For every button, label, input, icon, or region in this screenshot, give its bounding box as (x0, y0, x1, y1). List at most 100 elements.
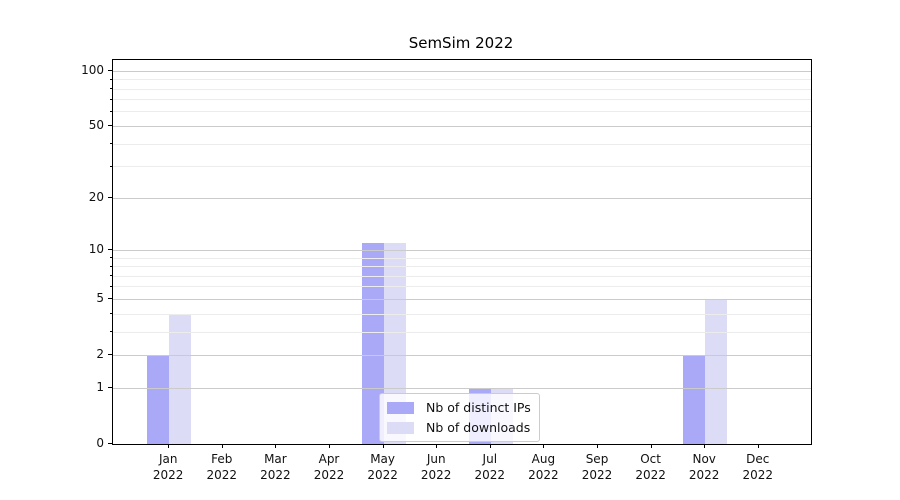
x-axis-tick-mark (757, 444, 759, 448)
grid-line-major (113, 70, 811, 72)
y-axis-tick-label: 0 (96, 436, 104, 450)
y-axis-minor-tick-mark (110, 78, 112, 80)
x-axis-tick-label-line: Dec (746, 452, 770, 466)
x-axis-tick-label-line: May (370, 452, 395, 466)
y-axis-minor-tick-mark (110, 143, 112, 144)
x-axis-tick-label-line: 2022 (206, 468, 238, 482)
x-axis-tick-label-line: 2022 (152, 468, 184, 482)
x-axis-tick-label-line: Jan (158, 452, 178, 466)
x-axis-tick-label-line: 2022 (367, 468, 398, 482)
y-axis-tick-label: 10 (88, 242, 104, 257)
grid-line-minor (113, 313, 811, 315)
grid-line-major (113, 125, 811, 127)
grid-line-minor (113, 266, 811, 268)
y-axis-minor-tick-mark (110, 165, 112, 167)
y-axis-minor-tick-mark (110, 265, 112, 267)
x-axis-tick-label-line: Nov (692, 452, 716, 466)
x-axis-tick-label: Jan 2022 (138, 451, 198, 483)
grid-line-minor (113, 275, 811, 277)
x-axis-tick-label: Jul 2022 (460, 451, 520, 483)
x-axis-tick-label-line: 2022 (528, 468, 559, 482)
y-axis-tick-label: 20 (88, 190, 104, 205)
grid-line-minor (113, 88, 811, 90)
bar-distinct-ips (683, 355, 706, 444)
grid-line-minor (113, 111, 811, 113)
legend-swatch (387, 401, 414, 414)
y-axis-tick-mark (108, 387, 112, 388)
x-axis-tick-label: Aug 2022 (513, 451, 573, 483)
x-axis-tick-mark (275, 444, 277, 448)
legend-item: Nb of distinct IPs (387, 400, 531, 415)
chart-title: SemSim 2022 (408, 34, 514, 52)
bar-downloads (705, 299, 728, 444)
x-axis-tick-label-line: 2022 (688, 468, 720, 482)
x-axis-tick-label-line: 2022 (260, 468, 291, 482)
y-axis-tick-label: 2 (96, 347, 104, 362)
x-axis-tick-mark (543, 444, 545, 448)
x-axis-tick-label-line: 2022 (742, 468, 774, 482)
y-axis-tick-label: 5 (96, 291, 104, 306)
y-axis-minor-tick-mark (110, 312, 112, 314)
legend-label: Nb of distinct IPs (426, 400, 531, 415)
legend: Nb of distinct IPs Nb of downloads (379, 393, 540, 442)
x-axis-tick-label: Jun 2022 (406, 451, 466, 483)
x-axis-tick-label: Sep 2022 (567, 451, 627, 483)
y-axis-minor-tick-mark (110, 331, 112, 332)
grid-line-minor (113, 257, 811, 259)
x-axis-tick-label: Dec 2022 (728, 451, 788, 483)
x-axis-tick-label-line: Oct (640, 452, 661, 466)
x-axis-tick-label-line: Feb (211, 452, 233, 466)
x-axis-tick-label: Oct 2022 (621, 451, 681, 483)
x-axis-tick-label-line: Mar (264, 452, 287, 466)
x-axis-tick-label-line: 2022 (474, 468, 506, 482)
x-axis-tick-mark (597, 444, 598, 448)
y-axis-tick-label: 50 (88, 118, 104, 133)
grid-line-minor (113, 79, 811, 81)
x-axis-tick-label-line: 2022 (313, 468, 345, 482)
x-axis-tick-mark (704, 444, 706, 448)
y-axis-minor-tick-mark (110, 285, 112, 287)
y-axis-minor-tick-mark (110, 98, 112, 100)
bar-distinct-ips (147, 355, 170, 444)
grid-line-minor (113, 143, 811, 145)
legend-label: Nb of downloads (426, 420, 531, 435)
legend-item: Nb of downloads (387, 420, 531, 435)
x-axis-tick-label: Mar 2022 (245, 451, 305, 483)
x-axis-tick-label-line: Apr (318, 452, 340, 466)
grid-line-major (113, 197, 811, 199)
x-axis-tick-mark (221, 444, 223, 448)
bar-distinct-ips (361, 243, 384, 444)
x-axis-tick-label-line: 2022 (581, 468, 613, 482)
x-axis-tick-label-line: Jul (482, 452, 498, 466)
grid-line-major (113, 387, 811, 389)
x-axis-tick-mark (382, 444, 384, 448)
grid-line-major (113, 249, 811, 251)
y-axis-tick-label: 100 (81, 63, 104, 78)
x-axis-tick-mark (168, 444, 170, 448)
x-axis-tick-label-line: Aug (531, 452, 556, 466)
bar-downloads (169, 314, 192, 444)
x-axis-tick-label-line: 2022 (420, 468, 452, 482)
grid-line-minor (113, 99, 811, 101)
grid-line-minor (113, 166, 811, 168)
grid-line-major (113, 298, 811, 300)
y-axis-minor-tick-mark (110, 275, 112, 277)
x-axis-tick-mark (436, 444, 438, 448)
y-axis-tick-mark (108, 298, 112, 300)
y-axis-minor-tick-mark (110, 88, 112, 89)
plot-area: Nb of distinct IPs Nb of downloads (112, 59, 812, 445)
y-axis-tick-mark (108, 70, 112, 72)
x-axis-tick-label: Feb 2022 (192, 451, 252, 483)
y-axis-tick-mark (108, 443, 112, 444)
y-axis-tick-mark (108, 197, 112, 199)
legend-swatch (387, 421, 414, 434)
x-axis-tick-label-line: Jun (426, 452, 446, 466)
y-axis-tick-mark (108, 354, 112, 356)
grid-line-major (113, 354, 811, 356)
x-axis-tick-label: Apr 2022 (299, 451, 359, 483)
x-axis-tick-mark (329, 444, 330, 448)
grid-line-minor (113, 286, 811, 288)
x-axis-tick-label-line: 2022 (635, 468, 666, 482)
x-axis-tick-label: Nov 2022 (674, 451, 734, 483)
